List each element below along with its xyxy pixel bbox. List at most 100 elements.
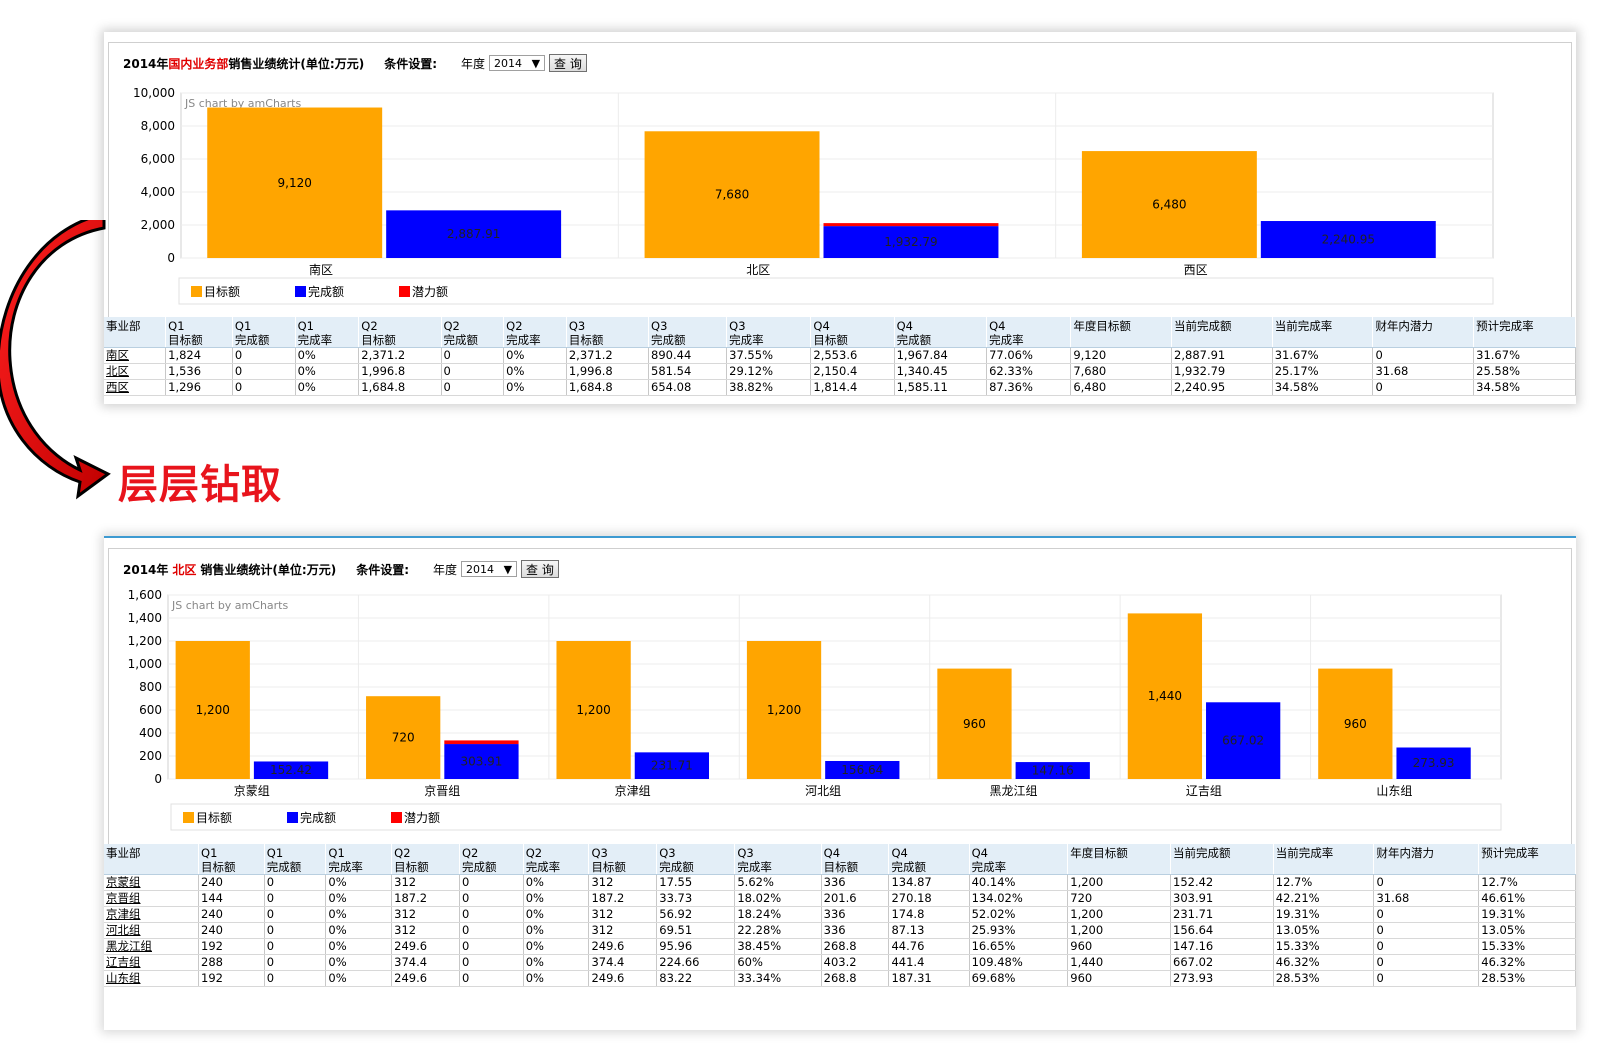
bar-done[interactable] — [1015, 762, 1090, 779]
table-row-link[interactable]: 辽吉组 — [104, 954, 200, 971]
table-row-link[interactable]: 京蒙组 — [104, 874, 200, 891]
table-cell: 249.6 — [588, 970, 658, 987]
bar-done[interactable] — [386, 210, 562, 258]
bar-target-label: 960 — [1344, 717, 1367, 731]
table-cell: 0% — [523, 970, 590, 987]
bar-target[interactable] — [1127, 613, 1203, 779]
legend-label[interactable]: 潜力额 — [404, 811, 440, 825]
bar-done-label: 152.42 — [270, 763, 312, 777]
table-cell: 960 — [1067, 970, 1171, 987]
bar-target[interactable] — [175, 641, 250, 779]
bottom-query-button[interactable]: 查 询 — [521, 560, 559, 578]
x-category-label: 京晋组 — [424, 784, 460, 798]
table-cell: 720 — [1067, 890, 1171, 907]
table-header-cell: Q1 完成额 — [264, 844, 327, 875]
table-row-link[interactable]: 黑龙江组 — [104, 938, 200, 955]
table-cell: 25.17% — [1272, 363, 1374, 380]
legend-label[interactable]: 潜力额 — [412, 285, 448, 299]
bar-target-label: 960 — [963, 717, 986, 731]
table-cell: 18.24% — [734, 906, 822, 923]
table-cell: 31.68 — [1373, 890, 1480, 907]
table-cell: 156.64 — [1170, 922, 1274, 939]
table-cell: 2,553.6 — [810, 347, 895, 364]
top-query-button[interactable]: 查 询 — [549, 54, 587, 72]
table-row-link[interactable]: 北区 — [104, 363, 167, 380]
table-cell: 0 — [1373, 874, 1480, 891]
table-cell: 46.32% — [1478, 954, 1576, 971]
legend-swatch — [287, 812, 298, 823]
legend-label[interactable]: 完成额 — [308, 284, 344, 299]
y-tick-label: 200 — [139, 749, 162, 763]
table-cell: 288 — [198, 954, 265, 971]
bar-potential[interactable] — [823, 223, 999, 227]
bar-target[interactable] — [937, 668, 1012, 779]
bar-potential[interactable] — [444, 740, 519, 745]
table-cell: 83.22 — [656, 970, 736, 987]
table-row-link[interactable]: 京津组 — [104, 906, 200, 923]
table-row-link[interactable]: 南区 — [104, 347, 167, 364]
legend-swatch — [183, 812, 194, 823]
table-header-cell: Q2 目标额 — [358, 317, 442, 348]
table-cell: 1,585.11 — [894, 379, 988, 396]
table-cell: 441.4 — [888, 954, 970, 971]
table-row-link[interactable]: 河北组 — [104, 922, 200, 939]
table-cell: 0 — [441, 363, 505, 380]
table-row-link[interactable]: 京晋组 — [104, 890, 200, 907]
y-tick-label: 6,000 — [141, 152, 175, 166]
table-cell: 6,480 — [1070, 379, 1173, 396]
table-header-cell: Q1 完成率 — [295, 317, 360, 348]
legend-label[interactable]: 目标额 — [196, 811, 232, 825]
table-cell: 19.31% — [1273, 906, 1375, 923]
bar-target[interactable] — [207, 107, 383, 259]
table-cell: 0 — [459, 938, 524, 955]
table-header-cell: Q2 完成额 — [441, 317, 505, 348]
table-cell: 192 — [198, 938, 265, 955]
y-tick-label: 1,600 — [128, 588, 162, 602]
table-header-cell: 事业部 — [104, 844, 200, 875]
table-cell: 0% — [295, 347, 360, 364]
bar-done[interactable] — [1396, 747, 1471, 779]
top-year-select[interactable]: 2014 ▼ — [489, 55, 546, 71]
bar-target[interactable] — [746, 641, 822, 779]
bar-done[interactable] — [1260, 221, 1436, 258]
table-header-cell: 事业部 — [104, 317, 167, 348]
legend-label[interactable]: 完成额 — [300, 810, 336, 825]
bar-done[interactable] — [444, 744, 519, 779]
table-cell: 2,371.2 — [566, 347, 650, 364]
table-row-link[interactable]: 西区 — [104, 379, 167, 396]
table-cell: 38.45% — [734, 938, 822, 955]
x-category-label: 黑龙江组 — [989, 784, 1037, 798]
bar-target[interactable] — [366, 696, 441, 779]
bar-target-label: 1,200 — [767, 703, 801, 717]
table-cell: 28.53% — [1273, 970, 1375, 987]
top-title-dept[interactable]: 国内业务部 — [168, 56, 229, 71]
table-cell: 312 — [391, 922, 460, 939]
bar-done[interactable] — [1206, 702, 1281, 779]
table-cell: 312 — [588, 874, 658, 891]
bottom-title-dept[interactable]: 北区 — [172, 562, 197, 577]
table-cell: 336 — [821, 906, 890, 923]
table-cell: 2,887.91 — [1171, 347, 1273, 364]
legend-label[interactable]: 目标额 — [204, 285, 240, 299]
table-header-row: 事业部 Q1 目标额 Q1 完成额 Q1 完成率 Q2 目标额 Q2 完成额 Q2 完成率 Q3 目标额 Q… — [104, 317, 1576, 348]
top-report-panel: 2014年 国内业务部 销售业绩统计(单位:万元) 条件设置: 年度 2014 ▼… — [104, 32, 1576, 404]
table-cell: 40.14% — [969, 874, 1069, 891]
bar-target[interactable] — [1318, 668, 1393, 779]
bar-target[interactable] — [1081, 151, 1257, 258]
bar-done[interactable] — [634, 752, 710, 779]
bar-target[interactable] — [644, 131, 820, 258]
bottom-bar-chart: 0 200 400 600 800 1,000 1,200 1,400 1,600 JS char… — [128, 588, 1502, 831]
table-cell: 31.67% — [1473, 347, 1576, 364]
bar-target[interactable] — [556, 641, 631, 779]
legend-swatch — [295, 286, 306, 297]
table-cell: 187.31 — [888, 970, 970, 987]
x-category-label: 辽吉组 — [1186, 784, 1222, 798]
bar-done[interactable] — [823, 226, 999, 258]
table-header-cell: Q4 完成额 — [894, 317, 988, 348]
table-row-link[interactable]: 山东组 — [104, 970, 200, 987]
bar-done[interactable] — [253, 761, 329, 779]
bottom-year-select[interactable]: 2014 ▼ — [461, 561, 518, 577]
table-cell: 1,340.45 — [894, 363, 988, 380]
bar-done[interactable] — [825, 760, 900, 779]
table-cell: 268.8 — [821, 938, 890, 955]
